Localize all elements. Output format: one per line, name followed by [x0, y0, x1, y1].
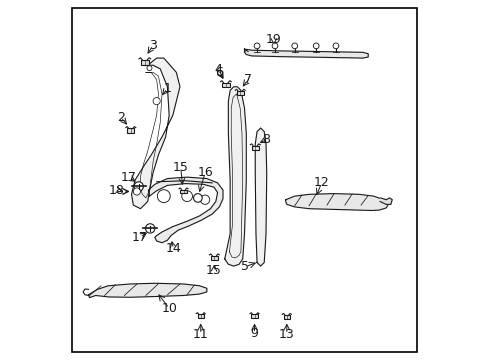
Circle shape: [147, 66, 152, 71]
Bar: [236, 91, 243, 95]
Circle shape: [271, 43, 277, 49]
Circle shape: [134, 182, 143, 191]
Bar: [251, 145, 258, 150]
Text: 4: 4: [214, 63, 222, 76]
Circle shape: [145, 224, 155, 233]
Text: 11: 11: [192, 328, 208, 341]
Bar: [127, 129, 134, 133]
Text: 3: 3: [149, 39, 157, 52]
Text: 5: 5: [241, 260, 249, 273]
Polygon shape: [255, 128, 266, 266]
Text: 7: 7: [244, 73, 252, 86]
Polygon shape: [244, 49, 367, 58]
Circle shape: [182, 191, 192, 202]
Circle shape: [133, 188, 140, 195]
Text: 6: 6: [215, 66, 223, 79]
Polygon shape: [224, 87, 246, 266]
Text: 16: 16: [197, 166, 212, 179]
Polygon shape: [148, 177, 223, 243]
Polygon shape: [285, 194, 387, 211]
Bar: [283, 315, 289, 319]
Circle shape: [291, 43, 297, 49]
Text: 2: 2: [117, 111, 124, 124]
Text: 19: 19: [265, 33, 281, 46]
Polygon shape: [131, 58, 180, 209]
Text: 15: 15: [205, 264, 222, 277]
Bar: [210, 256, 218, 260]
Text: 1: 1: [163, 82, 171, 95]
Circle shape: [157, 190, 170, 203]
Text: 15: 15: [172, 161, 188, 174]
Bar: [180, 189, 186, 193]
Text: 17: 17: [132, 231, 147, 244]
Text: 13: 13: [278, 328, 294, 341]
Circle shape: [332, 43, 338, 49]
Circle shape: [193, 194, 202, 202]
Bar: [251, 314, 257, 318]
Bar: [141, 60, 149, 65]
Circle shape: [313, 43, 319, 49]
Text: 9: 9: [250, 327, 258, 340]
Polygon shape: [88, 283, 206, 298]
Polygon shape: [379, 198, 391, 204]
Bar: [197, 314, 203, 318]
Text: 14: 14: [165, 242, 181, 255]
Text: 8: 8: [262, 133, 269, 146]
Text: 18: 18: [108, 184, 124, 197]
Text: 17: 17: [121, 171, 137, 184]
Text: 10: 10: [161, 302, 177, 315]
Text: 12: 12: [313, 176, 329, 189]
Bar: [222, 82, 229, 87]
Circle shape: [200, 195, 209, 204]
Circle shape: [153, 98, 160, 105]
Circle shape: [254, 43, 260, 49]
